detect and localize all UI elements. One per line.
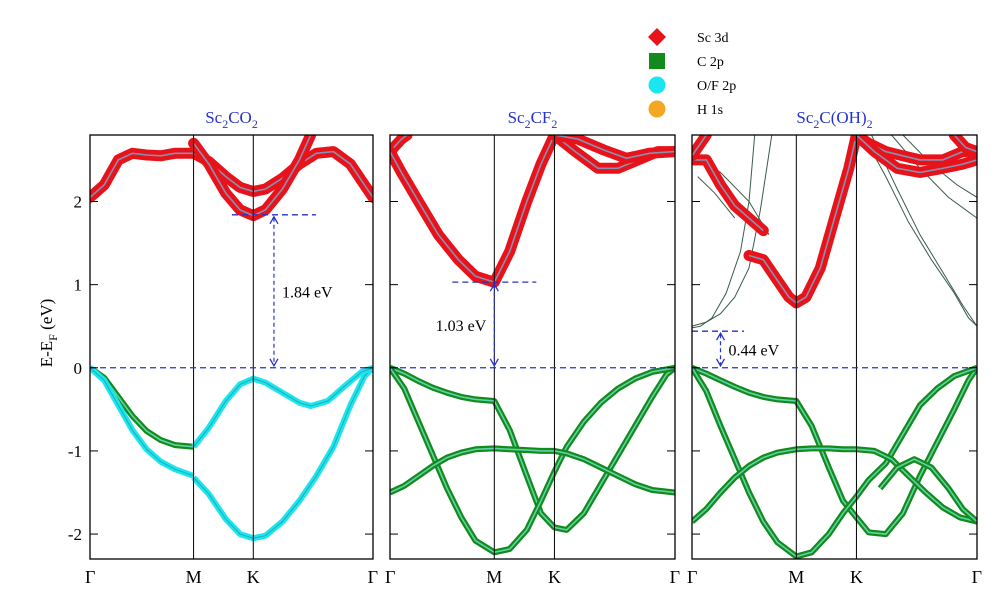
legend-marker-square (649, 53, 665, 69)
y-tick-label: 2 (74, 193, 83, 212)
legend-label: C 2p (697, 55, 724, 70)
band-panel: Sc2CF2 1.03 eV Γ M K Γ (385, 108, 680, 587)
band-thin-line (871, 135, 977, 327)
band-line (390, 447, 675, 494)
band-sc3d-weight (743, 135, 862, 309)
bands (692, 135, 977, 559)
band-thin-line (692, 135, 756, 329)
gap-label: 1.03 eV (436, 318, 487, 335)
legend-marker-circle (648, 100, 666, 118)
kpoint-label: M (788, 567, 804, 587)
band-thin-line (692, 135, 773, 327)
band-line (855, 135, 977, 174)
svg-text:E-EF (eV): E-EF (eV) (37, 299, 60, 368)
y-tick-label: 1 (74, 276, 83, 295)
gap-arrow-head-bottom (715, 358, 726, 368)
panel-frame (89, 134, 374, 560)
band-c2p-weight (877, 456, 977, 524)
band-line (193, 367, 373, 448)
legend: Sc 3d C 2p O/F 2p H 1s (648, 28, 736, 118)
y-tick-label: 0 (74, 359, 83, 378)
band-line (692, 447, 977, 523)
gap-arrow-head-bottom (489, 358, 499, 368)
legend-entry: Sc 3d (648, 28, 729, 46)
band-c2p-weight (692, 364, 977, 559)
band-line (193, 367, 373, 539)
band-sc3d-weight (188, 135, 317, 222)
gap-arrow-head-top (715, 331, 726, 341)
band-thin-line (697, 176, 736, 219)
kpoint-label: M (486, 567, 502, 587)
legend-entry: C 2p (649, 53, 724, 70)
y-axis-label: E-EF (eV) (37, 299, 60, 368)
legend-marker-diamond (648, 28, 666, 46)
band-line (692, 367, 977, 558)
band-sc3d-weight (390, 135, 560, 288)
bands (90, 135, 373, 542)
kpoint-label: Γ (85, 567, 95, 587)
legend-entry: H 1s (648, 100, 723, 118)
band-line (90, 367, 194, 477)
bands (390, 135, 675, 556)
legend-marker-circle (648, 76, 666, 94)
band-line (90, 150, 373, 199)
y-tick-label: -1 (68, 442, 82, 461)
legend-label: H 1s (697, 103, 723, 118)
y-axis-label-main: E-E (37, 341, 56, 367)
legend-entry: O/F 2p (648, 76, 736, 94)
panels: Sc2CO2 1.84 eV 2 1 0 -1 -2 Γ M K Γ Sc2CF2 1.03 eV Γ M K… (68, 108, 982, 587)
band-line (390, 135, 556, 284)
band-panel: Sc2C(OH)2 0.44 eV Γ M K Γ (687, 108, 982, 587)
panel-frame (389, 134, 676, 560)
band-line (692, 159, 764, 232)
band-thin-line (862, 135, 977, 327)
band-of2p-weight (191, 364, 373, 449)
band-thin-line (902, 135, 977, 198)
band-line (390, 367, 675, 531)
band-line (390, 135, 408, 153)
band-line (390, 367, 675, 554)
kpoint-label: K (850, 567, 863, 587)
band-line (692, 367, 977, 535)
gap-label: 0.44 eV (729, 342, 780, 359)
band-line (554, 135, 675, 160)
gap-arrow-head-top (489, 282, 499, 292)
band-line (692, 135, 707, 157)
kpoint-label: Γ (385, 567, 395, 587)
panel-title: Sc2C(OH)2 (796, 108, 872, 131)
y-axis-label-sub: F (46, 334, 60, 341)
band-c2p-weight (390, 364, 675, 556)
kpoint-label: K (247, 567, 260, 587)
band-line (953, 135, 977, 153)
band-sc3d-weight (90, 146, 373, 203)
legend-label: Sc 3d (697, 31, 729, 46)
panel-frame (691, 134, 978, 560)
kpoint-label: M (186, 567, 202, 587)
band-line (748, 135, 858, 304)
kpoint-label: K (548, 567, 561, 587)
kpoint-label: Γ (687, 567, 697, 587)
gap-arrow-head-top (269, 215, 279, 225)
legend-label: O/F 2p (697, 79, 736, 94)
band-panel: Sc2CO2 1.84 eV 2 1 0 -1 -2 Γ M K Γ (68, 108, 378, 587)
gap-arrow-head-bottom (269, 358, 279, 368)
y-tick-label: -2 (68, 525, 82, 544)
kpoint-label: Γ (972, 567, 982, 587)
panel-title: Sc2CF2 (508, 108, 558, 131)
panel-title: Sc2CO2 (205, 108, 258, 131)
y-axis-label-unit: (eV) (37, 299, 56, 334)
kpoint-label: Γ (670, 567, 680, 587)
band-line (879, 458, 977, 523)
kpoint-label: Γ (368, 567, 378, 587)
gap-label: 1.84 eV (282, 284, 333, 301)
